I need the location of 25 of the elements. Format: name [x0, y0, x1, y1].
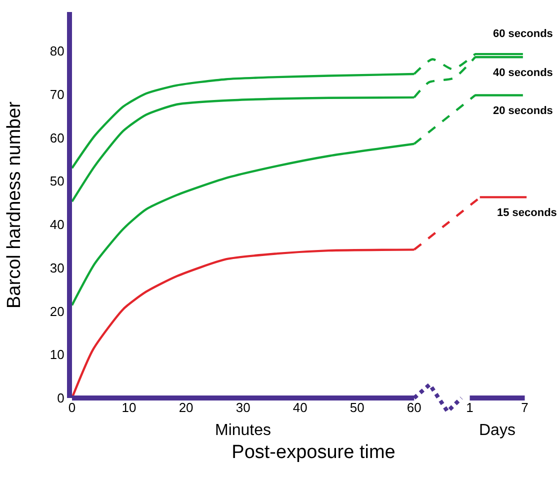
x2-tick-label: 7	[521, 400, 528, 415]
series-label: 20 seconds	[493, 105, 553, 117]
x-tick-label: 40	[292, 400, 308, 415]
x-tick-label: 10	[122, 400, 136, 415]
y-tick-label: 50	[50, 174, 64, 189]
x-tick-label: 50	[350, 400, 364, 415]
series-label: 15 seconds	[497, 207, 557, 219]
x2-tick-label: 1	[466, 400, 474, 415]
x-tick-label: 30	[236, 400, 250, 415]
y-tick-label: 80	[50, 44, 64, 59]
y-tick-label: 40	[50, 217, 64, 232]
text: Days	[479, 422, 516, 439]
x-tick-label: 0	[68, 400, 76, 415]
y-tick-label: 70	[50, 86, 64, 102]
y-tick-label: 10	[50, 347, 64, 362]
text: Minutes	[215, 422, 272, 439]
y-tick-label: 30	[50, 260, 64, 276]
y-axis-title: Barcol hardness number	[4, 100, 25, 308]
x-axis-title: Post-exposure time	[232, 442, 396, 463]
x-tick-label: 20	[178, 400, 194, 415]
y-tick-label: 60	[50, 130, 64, 146]
y-tick-label: 20	[50, 304, 64, 319]
series-label: 40 seconds	[493, 67, 553, 79]
x-tick-label: 60	[406, 400, 422, 415]
series-label: 60 seconds	[493, 28, 553, 40]
